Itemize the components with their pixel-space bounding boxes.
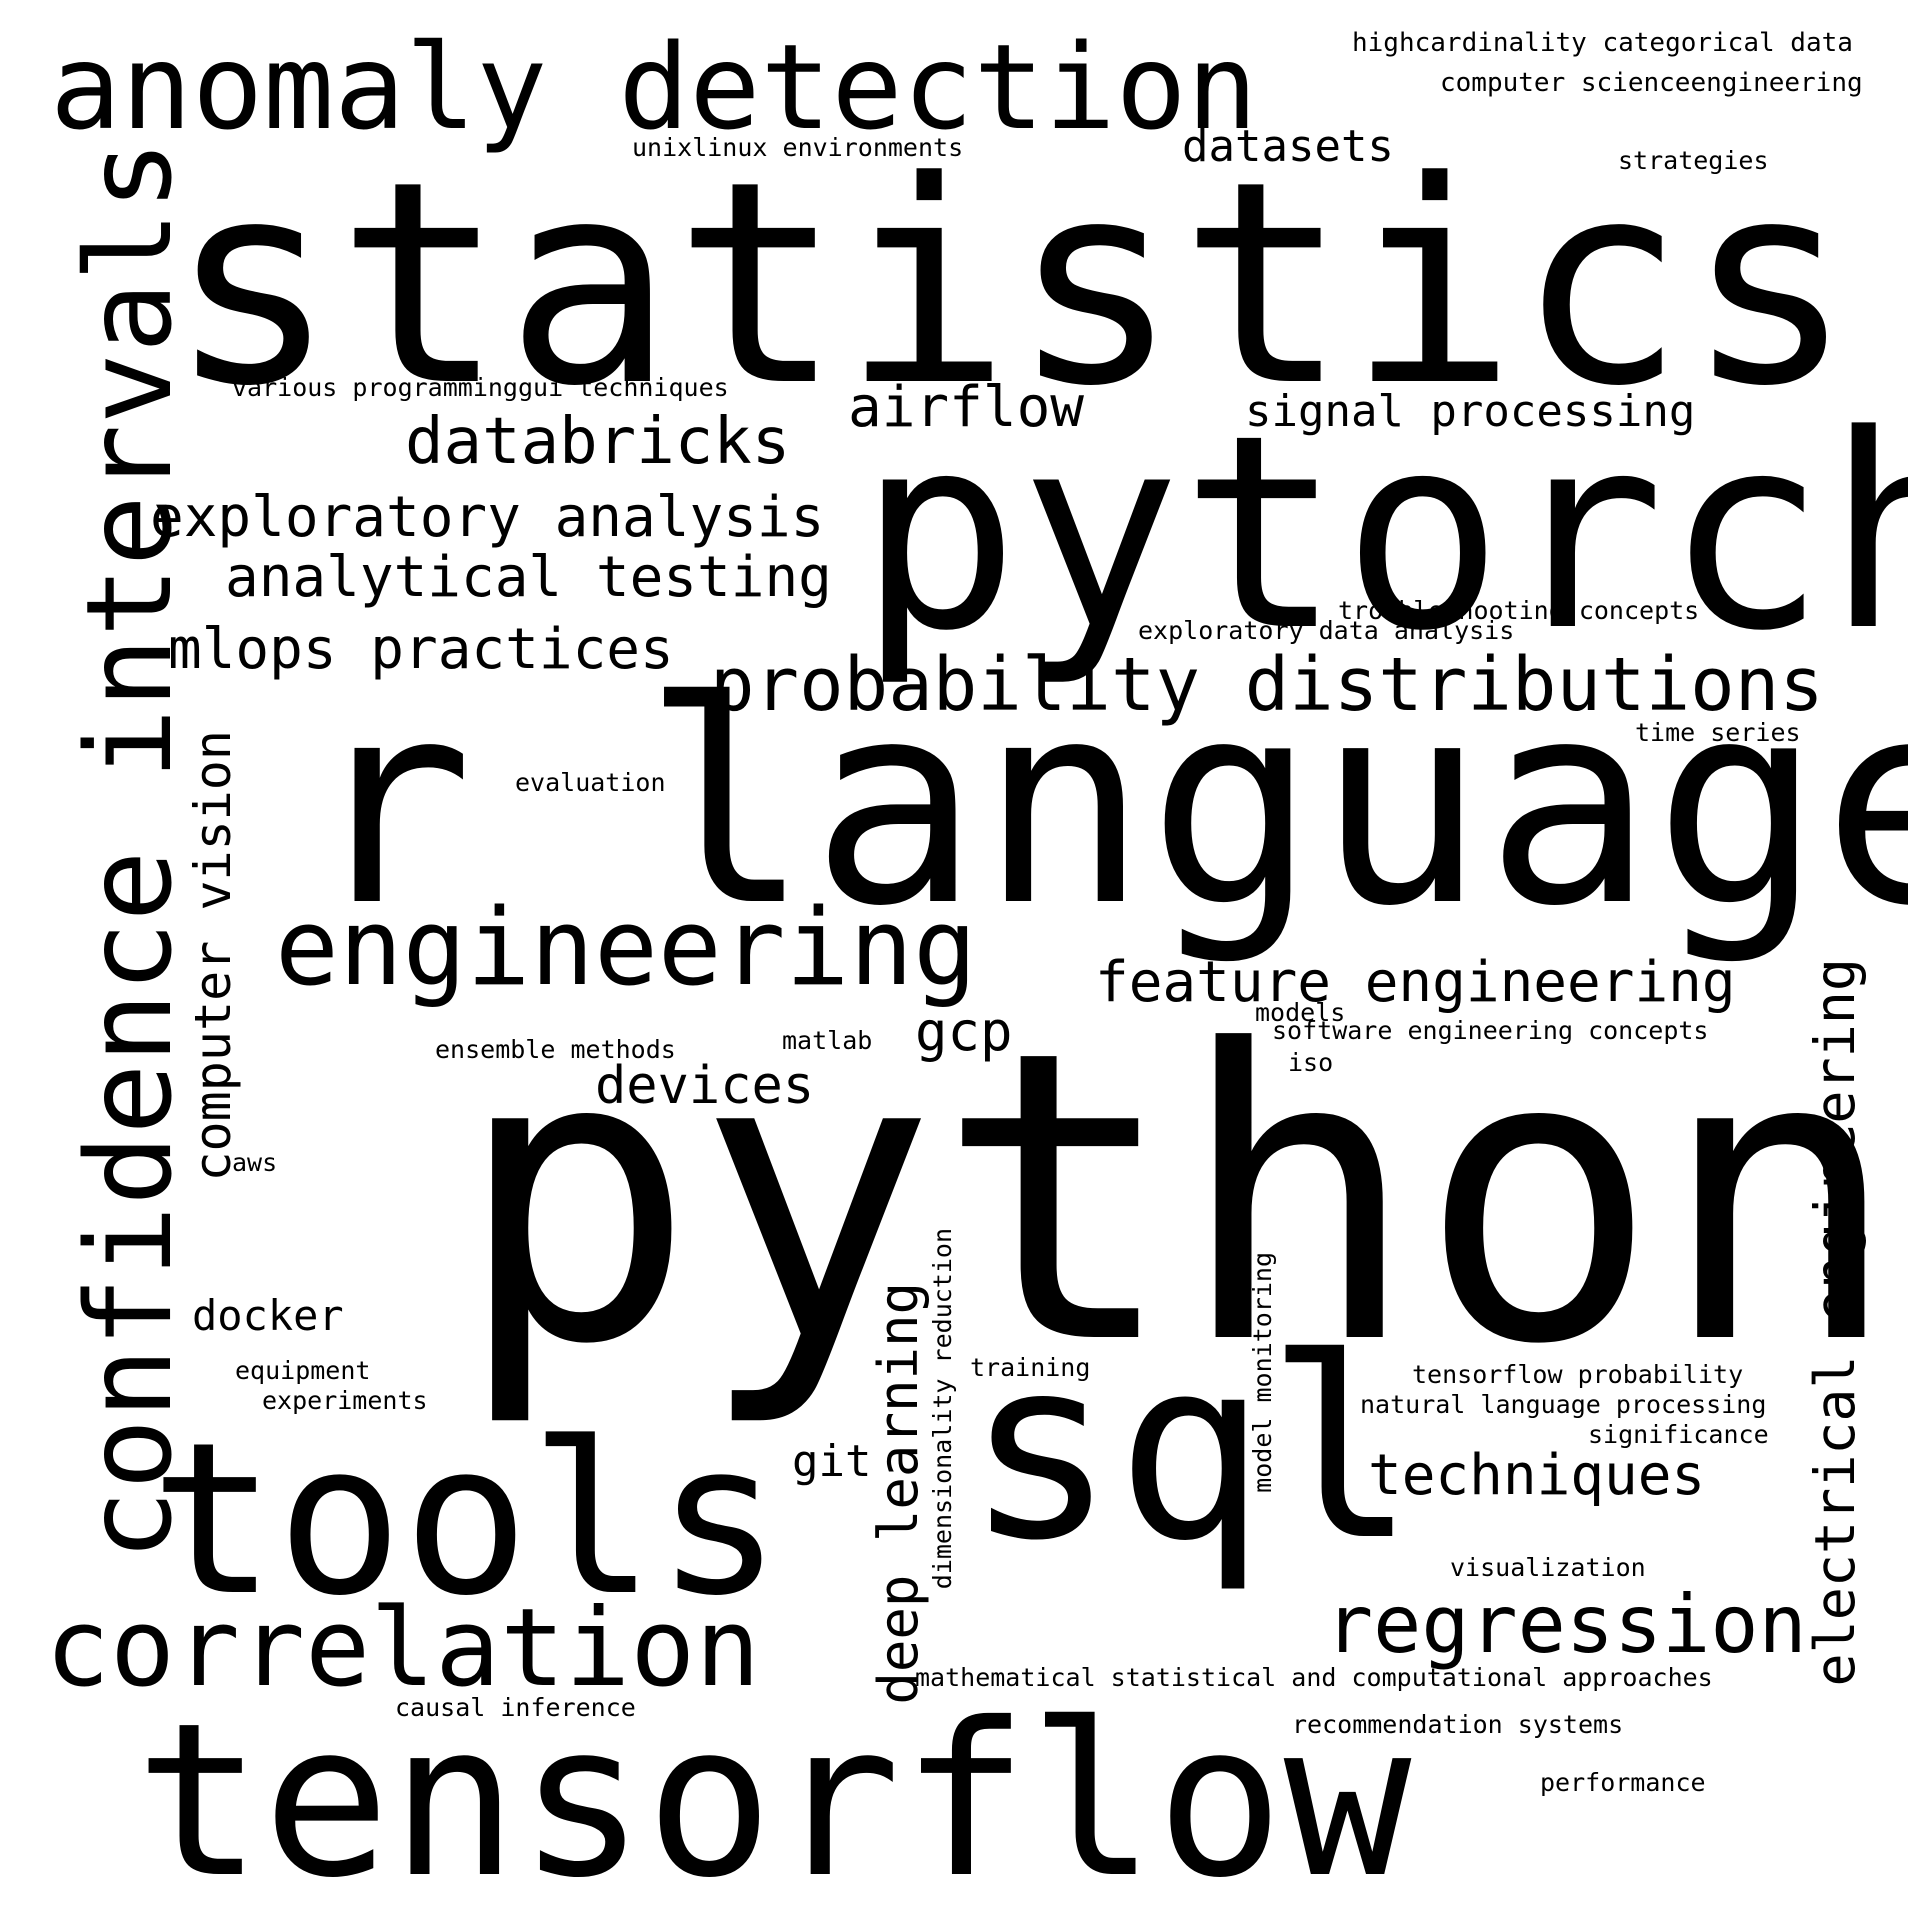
word-troubleshooting-concepts: troubleshooting concepts <box>1338 596 1700 625</box>
word-docker: docker <box>192 1291 344 1340</box>
word-datasets: datasets <box>1182 121 1394 172</box>
word-signal-processing: signal processing <box>1245 386 1696 437</box>
word-software-engineering-concepts: software engineering concepts <box>1272 1016 1709 1045</box>
word-model-monitoring: model monitoring <box>1248 1252 1277 1493</box>
word-statistics: statistics <box>168 122 1854 448</box>
word-iso: iso <box>1288 1048 1334 1077</box>
word-experiments: experiments <box>262 1386 428 1415</box>
word-aws: aws <box>232 1148 278 1177</box>
word-tensorflow-probability: tensorflow probability <box>1412 1360 1744 1389</box>
word-various-programminggui-techniques: various programminggui techniques <box>232 373 729 402</box>
word-visualization: visualization <box>1450 1553 1646 1582</box>
word-devices: devices <box>595 1056 815 1116</box>
word-analytical-testing: analytical testing <box>225 545 832 610</box>
word-airflow: airflow <box>848 375 1085 440</box>
word-anomaly-detection: anomaly detection <box>50 18 1258 156</box>
word-natural-language-processing: natural language processing <box>1360 1390 1767 1419</box>
word-python: python <box>455 967 1900 1432</box>
word-significance: significance <box>1588 1420 1769 1449</box>
word-databricks: databricks <box>405 405 791 479</box>
word-correlation: correlation <box>45 1586 761 1711</box>
word-confidence-intervals: confidence intervals <box>60 140 198 1561</box>
word-causal-inference: causal inference <box>395 1693 636 1722</box>
word-models: models <box>1255 998 1346 1027</box>
word-exploratory-data-analysis: exploratory data analysis <box>1138 616 1515 645</box>
word-matlab: matlab <box>782 1026 873 1055</box>
word-dimensionality-reduction: dimensionality reduction <box>928 1228 957 1590</box>
word-strategies: strategies <box>1618 146 1769 175</box>
word-engineering: engineering <box>275 886 977 1009</box>
word-git: git <box>792 1436 872 1487</box>
word-unixlinux-environments: unixlinux environments <box>632 133 964 162</box>
word-r-language: r language <box>305 642 1908 968</box>
word-tools: tools <box>150 1397 783 1642</box>
word-equipment: equipment <box>235 1356 371 1385</box>
word-probability-distributions: probability distributions <box>710 642 1824 728</box>
word-sql: sql <box>965 1304 1417 1595</box>
word-techniques: techniques <box>1368 1443 1706 1508</box>
word-mathematical-statistical-and-computational-approaches: mathematical statistical and computation… <box>915 1663 1713 1692</box>
word-feature-engineering: feature engineering <box>1095 950 1736 1015</box>
word-training: training <box>970 1353 1091 1382</box>
word-deep-learning: deep learning <box>867 1282 930 1705</box>
word-computer-scienceengineering: computer scienceengineering <box>1440 68 1863 98</box>
word-mlops-practices: mlops practices <box>168 617 674 682</box>
word-electrical-engineering: electrical engineering <box>1803 958 1867 1687</box>
word-exploratory-analysis: exploratory analysis <box>150 485 825 550</box>
word-highcardinality-categorical-data: highcardinality categorical data <box>1352 28 1853 58</box>
word-evaluation: evaluation <box>515 768 666 797</box>
word-regression: regression <box>1325 1578 1807 1671</box>
word-computer-vision: computer vision <box>184 730 242 1182</box>
word-time-series: time series <box>1635 718 1801 747</box>
word-tensorflow: tensorflow <box>135 1677 1412 1907</box>
word-pytorch: pytorch <box>858 378 1908 690</box>
word-gcp: gcp <box>915 1000 1013 1063</box>
word-recommendation-systems: recommendation systems <box>1292 1710 1624 1739</box>
word-performance: performance <box>1540 1768 1706 1797</box>
word-ensemble-methods: ensemble methods <box>435 1035 676 1064</box>
